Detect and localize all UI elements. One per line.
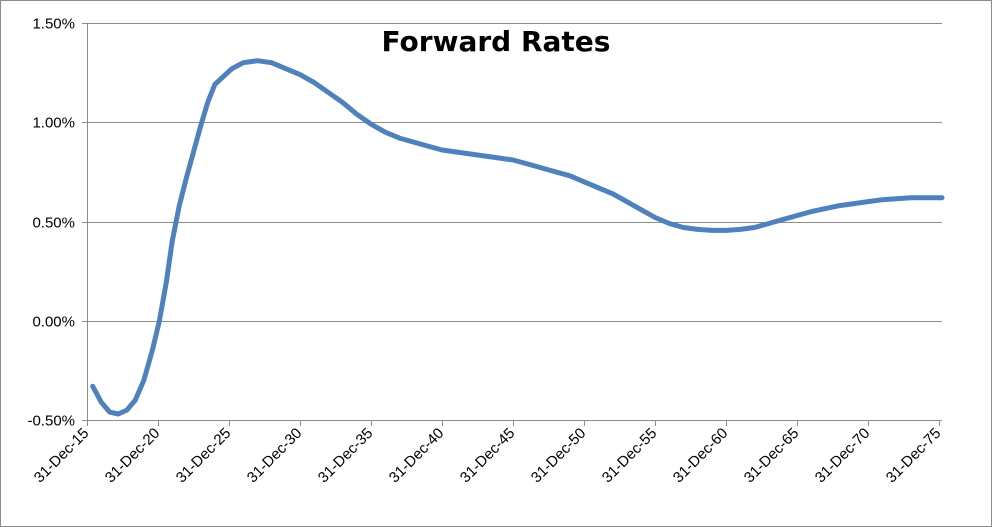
gridlines: [87, 23, 942, 322]
tick-labels: -0.50%0.00%0.50%1.00%1.50%31-Dec-15 31-De…: [27, 16, 944, 487]
y-tick-label: -0.50%: [27, 413, 75, 430]
x-tick-label: 31-Dec-50: [528, 425, 590, 487]
x-tick-label: 31-Dec-25: [173, 425, 235, 487]
y-tick-label: 1.00%: [32, 115, 75, 132]
x-tick-label: 31-Dec-35: [315, 425, 377, 487]
y-tick-label: 0.00%: [32, 314, 75, 331]
x-tick-label: 31-Dec-30: [244, 425, 306, 487]
x-tick-label: 31-Dec-55: [599, 425, 661, 487]
series-layer: [90, 58, 945, 417]
y-tick-label: 1.50%: [32, 16, 75, 33]
x-tick-label: 31-Dec-15: [31, 425, 93, 487]
x-tick-label: 31-Dec-40: [386, 425, 448, 487]
x-tick-label: 31-Dec-65: [741, 425, 803, 487]
series-line-forward-rates: [90, 58, 945, 417]
x-tick-label: 31-Dec-45: [457, 425, 519, 487]
y-tick-label: 0.50%: [32, 215, 75, 232]
axes: [82, 23, 942, 426]
x-tick-label: 31-Dec-70: [812, 425, 874, 487]
x-tick-label: 31-Dec-20: [102, 425, 164, 487]
x-tick-label: 31-Dec-60: [670, 425, 732, 487]
chart-title: Forward Rates: [382, 25, 611, 58]
x-tick-label: 31-Dec-75: [883, 425, 945, 487]
